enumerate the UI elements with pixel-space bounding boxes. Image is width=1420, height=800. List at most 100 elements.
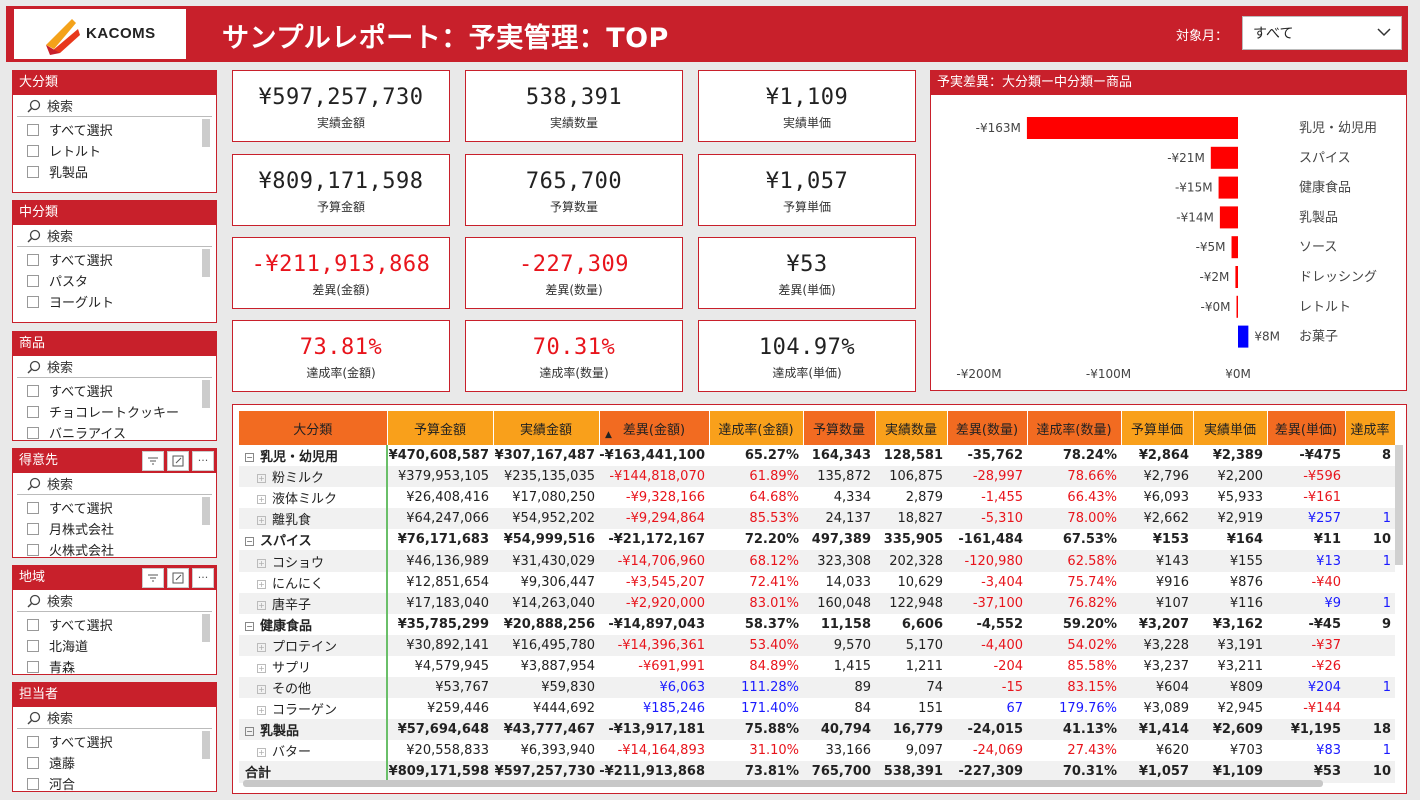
focus-mode-icon[interactable] <box>167 451 189 471</box>
slicer-scrollbar[interactable] <box>202 497 210 525</box>
slicer-option[interactable]: すべて選択 <box>27 380 216 401</box>
slicer-search[interactable]: 検索 <box>17 225 212 247</box>
slicer-1[interactable]: 中分類 検索 すべて選択 パスタ ヨーグルト <box>12 200 217 323</box>
column-header[interactable]: 予算単価 <box>1121 411 1194 445</box>
slicer-option[interactable]: 青森 <box>27 656 216 674</box>
slicer-scrollbar[interactable] <box>202 249 210 277</box>
table-row[interactable]: + コショウ ¥46,136,989 ¥31,430,029 -¥14,706,960 6… <box>239 550 1395 572</box>
slicer-option[interactable]: すべて選択 <box>27 119 216 140</box>
table-row[interactable]: + コラーゲン ¥259,446 ¥444,692 ¥185,246 171.40% 84 1… <box>239 698 1395 720</box>
column-header[interactable]: 実績数量 <box>875 411 948 445</box>
sort-desc-icon[interactable]: ▲ <box>605 430 612 440</box>
checkbox[interactable] <box>27 501 39 514</box>
slicer-search[interactable]: 検索 <box>17 707 212 729</box>
slicer-search[interactable]: 検索 <box>17 473 212 495</box>
collapse-icon[interactable]: − <box>245 537 254 547</box>
column-header[interactable]: 差異(数量) <box>947 411 1028 445</box>
table-row[interactable]: − 健康食品 ¥35,785,299 ¥20,888,256 -¥14,897,043 5… <box>239 613 1395 635</box>
slicer-5[interactable]: 担当者 検索 すべて選択 遠藤 河合 <box>12 682 217 792</box>
slicer-2[interactable]: 商品 検索 すべて選択 チョコレートクッキー バニラアイス <box>12 331 217 441</box>
checkbox[interactable] <box>27 735 39 748</box>
checkbox[interactable] <box>27 618 39 631</box>
slicer-search[interactable]: 検索 <box>17 590 212 612</box>
slicer-scrollbar[interactable] <box>202 614 210 642</box>
slicer-option[interactable]: ヨーグルト <box>27 291 216 312</box>
expand-icon[interactable]: + <box>257 579 266 589</box>
slicer-option[interactable]: すべて選択 <box>27 731 216 752</box>
expand-icon[interactable]: + <box>257 474 266 484</box>
slicer-option[interactable]: すべて選択 <box>27 249 216 270</box>
slicer-option[interactable]: すべて選択 <box>27 497 216 518</box>
slicer-option[interactable]: 北海道 <box>27 635 216 656</box>
focus-mode-icon[interactable] <box>167 568 189 588</box>
slicer-3[interactable]: 得意先 ··· 検索 すべて選択 月株式会社 火株式会社 <box>12 448 217 558</box>
expand-icon[interactable]: + <box>257 685 266 695</box>
column-header[interactable]: 達成率(金額) <box>709 411 804 445</box>
column-header[interactable]: 差異(金額) <box>599 411 710 445</box>
column-header[interactable]: 大分類 <box>239 411 388 445</box>
checkbox[interactable] <box>27 543 39 556</box>
collapse-icon[interactable]: − <box>245 621 254 631</box>
column-header[interactable]: 予算金額 <box>387 411 494 445</box>
slicer-scrollbar[interactable] <box>202 119 210 147</box>
slicer-option[interactable]: 遠藤 <box>27 752 216 773</box>
column-header[interactable]: 差異(単価) <box>1267 411 1346 445</box>
slicer-option[interactable]: 河合 <box>27 773 216 791</box>
slicer-option[interactable]: 月株式会社 <box>27 518 216 539</box>
table-row[interactable]: + プロテイン ¥30,892,141 ¥16,495,780 -¥14,396,361… <box>239 634 1395 656</box>
month-dropdown[interactable]: すべて <box>1242 16 1402 50</box>
checkbox[interactable] <box>27 295 39 308</box>
column-header[interactable]: 達成率(数量) <box>1027 411 1122 445</box>
table-row[interactable]: − 乳製品 ¥57,694,648 ¥43,777,467 -¥13,917,181 75… <box>239 719 1395 741</box>
column-header[interactable]: 実績金額 <box>493 411 600 445</box>
slicer-option[interactable]: パスタ <box>27 270 216 291</box>
table-row[interactable]: + 唐辛子 ¥17,183,040 ¥14,263,040 -¥2,920,000 83.… <box>239 592 1395 614</box>
checkbox[interactable] <box>27 253 39 266</box>
table-horizontal-scrollbar[interactable] <box>243 780 1323 787</box>
checkbox[interactable] <box>27 165 39 178</box>
more-options-icon[interactable]: ··· <box>192 568 214 588</box>
table-row[interactable]: + 離乳食 ¥64,247,066 ¥54,952,202 -¥9,294,864 85.… <box>239 508 1395 530</box>
checkbox[interactable] <box>27 274 39 287</box>
slicer-search[interactable]: 検索 <box>17 95 212 117</box>
checkbox[interactable] <box>27 756 39 769</box>
slicer-option[interactable]: すべて選択 <box>27 614 216 635</box>
table-row[interactable]: − スパイス ¥76,171,683 ¥54,999,516 -¥21,172,167 7… <box>239 529 1395 551</box>
slicer-option[interactable]: 乳製品 <box>27 161 216 182</box>
slicer-option[interactable]: 火株式会社 <box>27 539 216 557</box>
collapse-icon[interactable]: − <box>245 453 254 463</box>
expand-icon[interactable]: + <box>257 495 266 505</box>
table-row[interactable]: + バター ¥20,558,833 ¥6,393,940 -¥14,164,893 31.… <box>239 740 1395 762</box>
slicer-option[interactable]: チョコレートクッキー <box>27 401 216 422</box>
filter-icon[interactable] <box>142 568 164 588</box>
expand-icon[interactable]: + <box>257 706 266 716</box>
slicer-scrollbar[interactable] <box>202 380 210 408</box>
slicer-option[interactable]: バニラアイス <box>27 422 216 440</box>
expand-icon[interactable]: + <box>257 642 266 652</box>
checkbox[interactable] <box>27 123 39 136</box>
checkbox[interactable] <box>27 384 39 397</box>
expand-icon[interactable]: + <box>257 558 266 568</box>
collapse-icon[interactable]: − <box>245 727 254 737</box>
column-header[interactable]: 予算数量 <box>803 411 876 445</box>
slicer-search[interactable]: 検索 <box>17 356 212 378</box>
table-row[interactable]: + 液体ミルク ¥26,408,416 ¥17,080,250 -¥9,328,166 6… <box>239 487 1395 509</box>
slicer-0[interactable]: 大分類 検索 すべて選択 レトルト 乳製品 <box>12 70 217 193</box>
total-row[interactable]: 合計 ¥809,171,598 ¥597,257,730 -¥211,913,868 7… <box>239 761 1395 783</box>
checkbox[interactable] <box>27 144 39 157</box>
filter-icon[interactable] <box>142 451 164 471</box>
table-vertical-scrollbar[interactable] <box>1395 445 1403 565</box>
checkbox[interactable] <box>27 777 39 790</box>
table-row[interactable]: − 乳児・幼児用 ¥470,608,587 ¥307,167,487 -¥163,441… <box>239 445 1395 467</box>
column-header[interactable]: 実績単価 <box>1193 411 1268 445</box>
checkbox[interactable] <box>27 405 39 418</box>
table-row[interactable]: + にんにく ¥12,851,654 ¥9,306,447 -¥3,545,207 72.… <box>239 571 1395 593</box>
expand-icon[interactable]: + <box>257 663 266 673</box>
table-row[interactable]: + 粉ミルク ¥379,953,105 ¥235,135,035 -¥144,818,0… <box>239 466 1395 488</box>
table-row[interactable]: + その他 ¥53,767 ¥59,830 ¥6,063 111.28% 89 74 -15 83… <box>239 677 1395 699</box>
more-options-icon[interactable]: ··· <box>192 451 214 471</box>
expand-icon[interactable]: + <box>257 600 266 610</box>
slicer-scrollbar[interactable] <box>202 731 210 759</box>
checkbox[interactable] <box>27 426 39 439</box>
checkbox[interactable] <box>27 522 39 535</box>
